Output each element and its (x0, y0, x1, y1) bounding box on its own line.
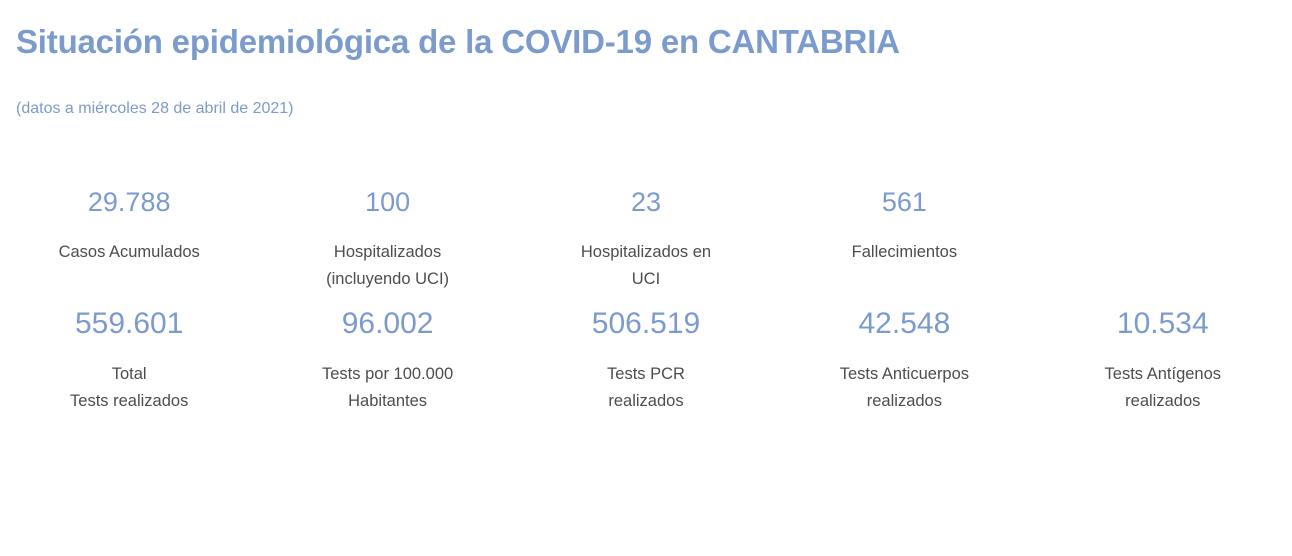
metric-label-line-2: realizados (866, 392, 942, 410)
metric-total-tests: 559.601 Total Tests realizados (0, 305, 258, 415)
metric-label: Fallecimientos (852, 239, 957, 266)
metric-casos-acumulados: 29.788 Casos Acumulados (0, 185, 258, 293)
metric-value: 10.534 (1116, 307, 1209, 340)
metric-label-line-1: Tests Anticuerpos (839, 365, 970, 383)
metric-row-tests: 559.601 Total Tests realizados 96.002 Te… (0, 305, 1292, 415)
metric-label: Tests PCR realizados (607, 361, 685, 415)
metric-label: Tests por 100.000 Habitantes (322, 361, 453, 415)
data-date-subtitle: (datos a miércoles 28 de abril de 2021) (16, 100, 294, 117)
metric-label: Total Tests realizados (70, 361, 188, 415)
metric-value: 561 (881, 187, 927, 217)
metric-label-line-2: realizados (608, 392, 684, 410)
metric-value: 42.548 (858, 307, 951, 340)
metric-label: Tests Antígenos realizados (1105, 361, 1222, 415)
metric-label-line-1: Hospitalizados en (580, 243, 712, 261)
metric-value: 506.519 (591, 307, 701, 340)
metric-tests-pcr: 506.519 Tests PCR realizados (517, 305, 775, 415)
metric-label: Tests Anticuerpos realizados (840, 361, 969, 415)
metric-value: 100 (365, 187, 411, 217)
metric-label-line-2: Tests realizados (70, 392, 189, 410)
metric-label-line-1: Tests Antígenos (1104, 365, 1222, 383)
metric-value: 23 (630, 187, 662, 217)
metric-label-line-2: Habitantes (348, 392, 428, 410)
metric-label: Hospitalizados en UCI (581, 239, 711, 293)
dashboard-header: Situación epidemiológica de la COVID-19 … (0, 0, 1292, 119)
metric-label-line-2: UCI (631, 270, 661, 288)
metric-label-line-1: Casos Acumulados (58, 243, 200, 261)
metric-label: Casos Acumulados (59, 239, 200, 266)
metric-fallecimientos: 561 Fallecimientos (775, 185, 1033, 293)
metric-value: 96.002 (341, 307, 434, 340)
metric-row-cases: 29.788 Casos Acumulados 100 Hospitalizad… (0, 185, 1292, 293)
metrics-section: 29.788 Casos Acumulados 100 Hospitalizad… (0, 119, 1292, 415)
metric-label-line-1: Total (111, 365, 147, 383)
metric-label-line-2: (incluyendo UCI) (326, 270, 450, 288)
metric-hospitalizados-uci: 23 Hospitalizados en UCI (517, 185, 775, 293)
metric-label-line-1: Hospitalizados (333, 243, 442, 261)
metric-tests-antigenos: 10.534 Tests Antígenos realizados (1034, 305, 1292, 415)
metric-hospitalizados: 100 Hospitalizados (incluyendo UCI) (258, 185, 516, 293)
metric-value: 29.788 (87, 187, 171, 217)
metric-tests-por-100000-habitantes: 96.002 Tests por 100.000 Habitantes (258, 305, 516, 415)
metric-value: 559.601 (74, 307, 184, 340)
metric-label-line-2: realizados (1125, 392, 1201, 410)
metric-tests-anticuerpos: 42.548 Tests Anticuerpos realizados (775, 305, 1033, 415)
metric-label-line-1: Tests PCR (607, 365, 685, 383)
page-title: Situación epidemiológica de la COVID-19 … (16, 23, 900, 60)
metric-label-line-1: Fallecimientos (851, 243, 958, 261)
metric-label-line-1: Tests por 100.000 (322, 365, 454, 383)
metric-label: Hospitalizados (incluyendo UCI) (326, 239, 449, 293)
